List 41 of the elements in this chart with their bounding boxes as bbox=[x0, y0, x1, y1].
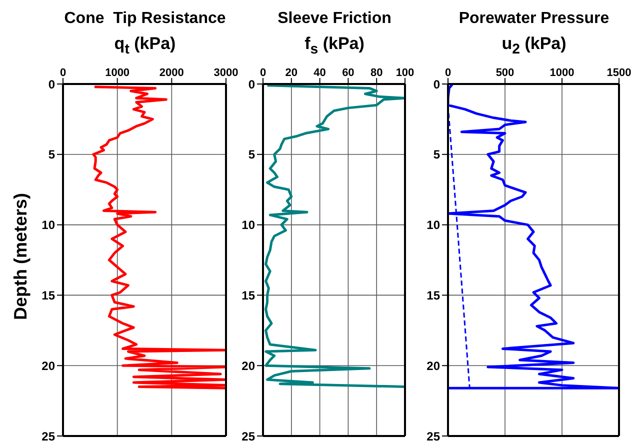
y-tick-label: 15 bbox=[426, 288, 440, 302]
x-tick-label: 80 bbox=[370, 67, 383, 79]
x-tick-label: 1000 bbox=[105, 67, 130, 79]
y-tick-label: 0 bbox=[248, 77, 256, 92]
y-axis-title: Depth (meters) bbox=[10, 192, 30, 320]
x-axis-title: q$_{t}$ (kPa) bbox=[113, 34, 177, 58]
x-tick-label: 0 bbox=[60, 67, 66, 79]
chart-title: Sleeve Friction bbox=[276, 10, 392, 28]
y-tick-label: 15 bbox=[242, 288, 256, 302]
y-tick-label: 5 bbox=[48, 148, 56, 162]
y-tick-label: 20 bbox=[42, 358, 56, 373]
y-tick-label: 0 bbox=[433, 77, 440, 92]
y-tick-label: 10 bbox=[242, 218, 256, 232]
y-tick-label: 25 bbox=[42, 429, 56, 443]
line-series bbox=[264, 84, 405, 388]
x-tick-label: 60 bbox=[342, 67, 354, 79]
y-tick-label: 20 bbox=[426, 358, 440, 373]
chart-title: Porewater Pressure bbox=[458, 10, 610, 28]
x-tick-label: 500 bbox=[496, 67, 514, 79]
x-tick-label: 3000 bbox=[214, 67, 238, 79]
x-tick-label: 0 bbox=[444, 67, 452, 79]
y-tick-label: 5 bbox=[433, 148, 440, 162]
x-tick-label: 0 bbox=[260, 67, 266, 79]
x-axis-title: u$_{2}$ (kPa) bbox=[500, 34, 568, 58]
y-tick-label: 20 bbox=[242, 358, 256, 373]
x-tick-label: 1500 bbox=[606, 67, 631, 79]
y-tick-label: 10 bbox=[42, 218, 56, 232]
y-tick-label: 25 bbox=[242, 429, 256, 443]
x-tick-label: 40 bbox=[314, 67, 326, 79]
y-tick-label: 0 bbox=[48, 77, 56, 92]
line-series bbox=[92, 86, 226, 390]
x-tick-label: 2000 bbox=[159, 67, 184, 79]
x-tick-label: 20 bbox=[285, 67, 298, 79]
y-tick-label: 10 bbox=[426, 218, 440, 232]
y-tick-label: 15 bbox=[42, 288, 56, 302]
chart-title: Cone Tip Resistance bbox=[63, 10, 227, 28]
y-tick-label: 5 bbox=[248, 148, 256, 162]
x-tick-label: 1000 bbox=[550, 67, 574, 79]
x-axis-title: f$_{s}$ (kPa) bbox=[304, 34, 366, 58]
y-tick-label: 25 bbox=[426, 429, 440, 443]
x-tick-label: 100 bbox=[396, 67, 414, 79]
